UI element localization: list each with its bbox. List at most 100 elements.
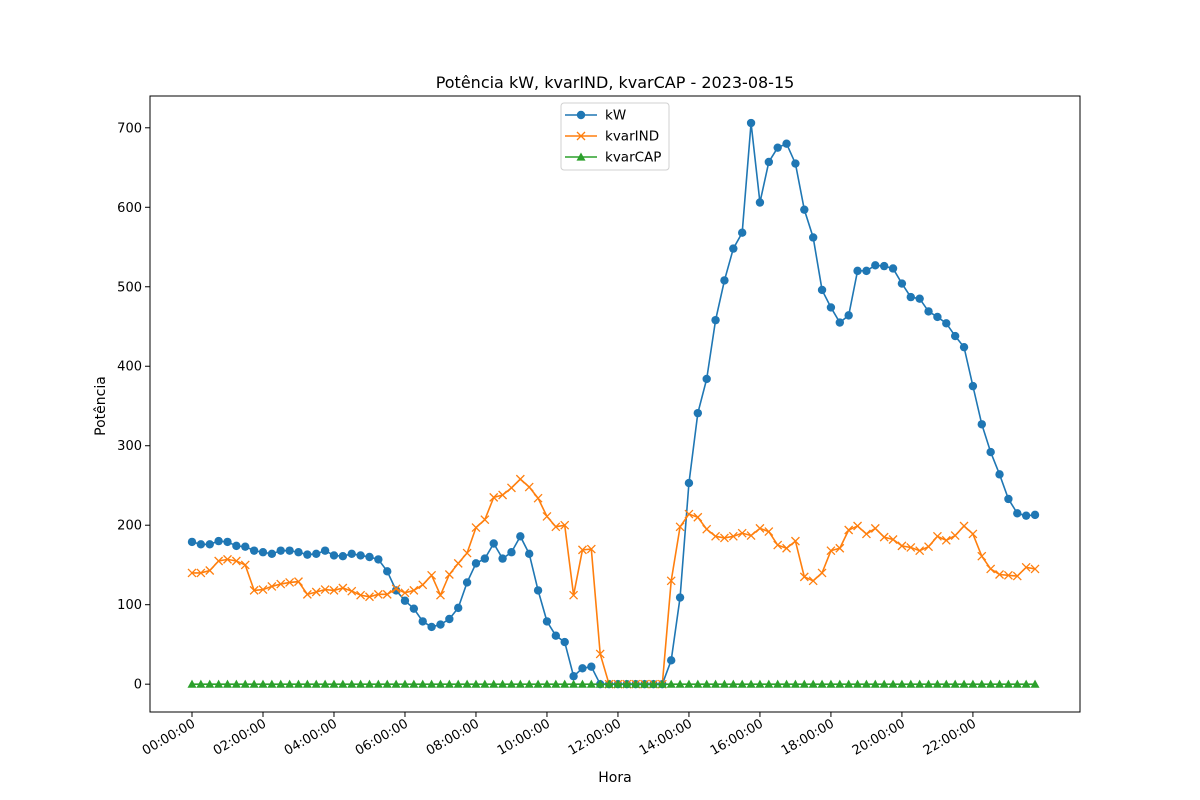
data-point-kW [684, 478, 694, 488]
data-point-kW [711, 315, 720, 325]
series-kW [187, 118, 1040, 689]
data-point-kvarCAP [267, 679, 277, 688]
data-point-kvarCAP [844, 679, 854, 688]
x-tick-label: 20:00:00 [850, 716, 908, 758]
data-point-kvarCAP [329, 679, 339, 688]
data-point-kW [808, 233, 818, 242]
data-point-kvarIND [302, 589, 312, 599]
data-point-kvarCAP [427, 679, 437, 688]
data-point-kW [675, 593, 685, 602]
y-tick-label: 600 [117, 201, 142, 216]
x-tick-label: 04:00:00 [282, 716, 340, 758]
data-point-kvarIND [382, 589, 392, 599]
x-tick-label: 08:00:00 [424, 716, 482, 758]
legend-item-kvarCAP: kvarCAP [565, 150, 661, 166]
data-point-kvarCAP [577, 679, 587, 688]
data-point-kvarCAP [1012, 679, 1022, 688]
data-point-kvarIND [977, 551, 987, 561]
data-point-kvarIND [480, 515, 490, 525]
data-point-kvarCAP [409, 679, 419, 688]
data-point-kW [418, 617, 427, 626]
data-point-kvarIND [853, 521, 863, 531]
data-point-kvarCAP [968, 679, 978, 688]
y-tick-label: 500 [117, 280, 142, 295]
data-point-kvarIND [542, 512, 552, 521]
data-point-kW [933, 312, 942, 322]
data-point-kvarIND [373, 589, 383, 599]
data-point-kvarCAP [453, 679, 463, 688]
legend-label: kvarIND [605, 129, 659, 145]
data-point-kvarIND [932, 531, 942, 541]
x-tick-label: 00:00:00 [140, 716, 198, 758]
data-point-kW [285, 546, 294, 555]
data-point-kvarCAP [373, 679, 383, 688]
data-point-kW [800, 205, 809, 214]
data-point-kvarCAP [524, 679, 534, 688]
y-tick-label: 300 [117, 439, 142, 454]
data-point-kvarCAP [808, 679, 818, 688]
y-tick-label: 200 [117, 519, 142, 534]
data-point-kvarIND [817, 568, 827, 578]
data-point-kW [391, 586, 401, 595]
data-point-kW [968, 381, 978, 391]
data-point-kW [693, 408, 703, 418]
data-point-kvarIND [400, 588, 410, 598]
data-point-kvarCAP [915, 679, 925, 688]
data-point-kvarIND [808, 576, 818, 586]
data-point-kW [196, 540, 206, 549]
data-point-kvarIND [515, 474, 525, 484]
data-point-kW [995, 470, 1004, 479]
data-point-kvarCAP [364, 679, 374, 688]
data-point-kvarCAP [932, 679, 942, 688]
data-point-kW [312, 549, 321, 559]
data-point-kvarCAP [995, 679, 1005, 688]
data-point-kvarIND [551, 522, 561, 532]
data-point-kvarIND [764, 527, 774, 537]
data-point-kW [445, 614, 454, 624]
data-point-kvarCAP [693, 679, 703, 688]
data-point-kvarCAP [622, 679, 632, 688]
plot-area [187, 118, 1040, 689]
data-point-kvarIND [888, 535, 898, 544]
data-point-kvarIND [826, 546, 836, 556]
data-point-kvarCAP [1030, 679, 1040, 688]
data-point-kvarCAP [906, 679, 916, 688]
data-point-kvarCAP [382, 679, 392, 688]
data-point-kvarCAP [196, 679, 206, 688]
data-point-kvarCAP [293, 679, 303, 688]
data-point-kvarCAP [950, 679, 960, 688]
data-point-kvarIND [462, 548, 472, 558]
data-point-kvarIND [595, 649, 605, 659]
data-point-kvarCAP [640, 679, 650, 688]
data-point-kvarIND [524, 482, 534, 492]
data-point-kvarIND [666, 576, 676, 586]
data-point-kvarCAP [817, 679, 827, 688]
data-point-kW [383, 567, 392, 576]
data-point-kvarCAP [302, 679, 312, 688]
data-point-kvarCAP [214, 679, 224, 688]
data-point-kW [666, 656, 676, 665]
data-point-kvarIND [915, 546, 925, 556]
data-point-kW [232, 541, 241, 551]
data-point-kW [862, 266, 871, 276]
data-point-kvarCAP [986, 679, 996, 688]
data-point-kvarIND [790, 536, 800, 546]
data-point-kW [241, 542, 250, 551]
data-point-kW [915, 294, 924, 303]
data-point-kW [551, 631, 561, 640]
x-tick-label: 02:00:00 [211, 716, 269, 758]
data-point-kW [187, 537, 197, 547]
data-point-kW [587, 662, 596, 671]
data-point-kvarIND [320, 585, 330, 595]
data-point-kvarIND [427, 570, 437, 580]
data-point-kvarIND [249, 585, 259, 595]
data-point-kvarIND [968, 529, 978, 539]
x-tick-label: 12:00:00 [566, 716, 624, 758]
plot-frame [149, 95, 1081, 713]
data-point-kvarCAP [719, 679, 729, 688]
x-axis-label: Hora [598, 770, 631, 786]
data-point-kvarCAP [542, 679, 552, 688]
x-axis: 00:00:00 02:00:00 04:00:00 06:00:00 08:00:00… [140, 712, 979, 759]
y-axis-label: Potência [93, 376, 109, 436]
